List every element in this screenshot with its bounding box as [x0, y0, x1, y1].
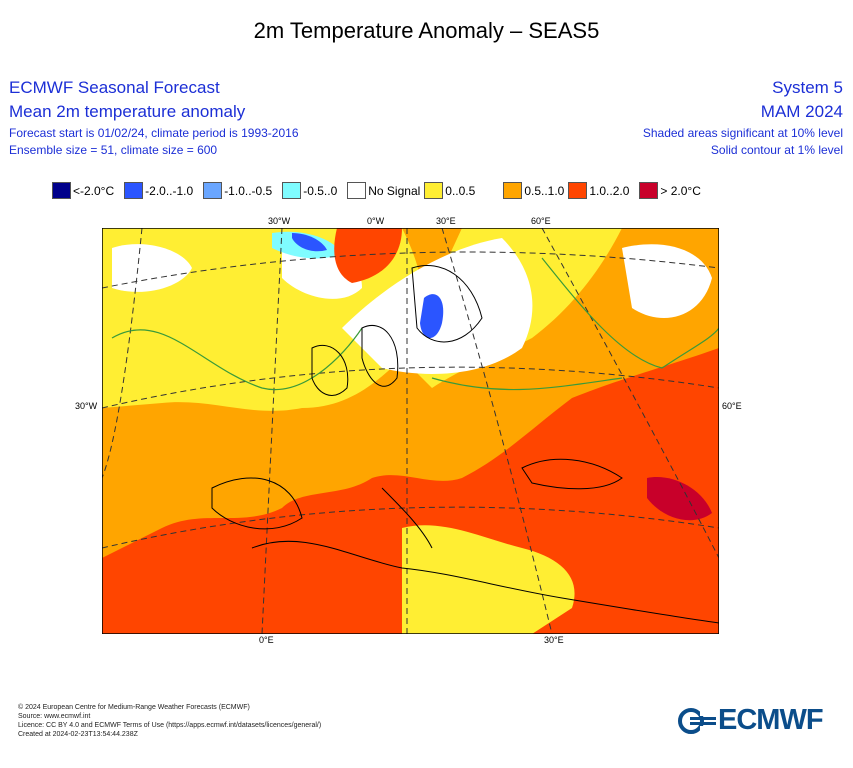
region-blue-sweden: [420, 294, 444, 338]
forecast-info: Forecast start is 01/02/24, climate peri…: [9, 126, 299, 140]
legend-label: <-2.0°C: [73, 183, 115, 198]
legend-swatch: [503, 182, 523, 199]
page-title: 2m Temperature Anomaly – SEAS5: [253, 18, 600, 43]
legend-swatch: [639, 182, 659, 199]
coastlines: [211, 264, 719, 624]
legend-item: No Signal: [347, 182, 420, 199]
region-darkred: [647, 477, 712, 521]
legend-label: > 2.0°C: [660, 183, 701, 198]
header-left-title: ECMWF Seasonal Forecast: [9, 78, 220, 97]
header-left-subtitle: Mean 2m temperature anomaly: [9, 102, 246, 121]
region-blue: [292, 233, 327, 252]
lon-label: 0°W: [367, 216, 385, 226]
lon-label: 30°E: [436, 216, 456, 226]
legend-label: 0.5..1.0: [524, 183, 565, 198]
copyright: © 2024 European Centre for Medium-Range …: [18, 704, 250, 711]
header-right-title: System 5: [772, 78, 843, 97]
lon-label-bottom: 0°E: [259, 635, 274, 645]
contour-info: Solid contour at 1% level: [710, 143, 843, 157]
source: Source: www.ecmwf.int: [18, 713, 91, 720]
lon-label-left: 30°W: [75, 401, 98, 411]
region-yellow-med: [402, 525, 575, 634]
legend-swatch: [124, 182, 144, 199]
lon-label: 30°W: [268, 216, 291, 226]
region-red-north: [334, 228, 402, 283]
legend-label: -1.0..-0.5: [224, 183, 273, 198]
lon-label-bottom: 30°E: [544, 635, 564, 645]
logo-text: ECMWF: [718, 704, 824, 736]
legend-label: -0.5..0: [303, 183, 338, 198]
created-at: Created at 2024-02-23T13:54:44.238Z: [18, 731, 138, 738]
legend-label: No Signal: [368, 183, 421, 198]
legend-swatch: [424, 182, 444, 199]
significance-info: Shaded areas significant at 10% level: [642, 126, 843, 140]
legend: <-2.0°C -2.0..-1.0 -1.0..-0.5 -0.5..0 No Sig…: [52, 182, 711, 199]
legend-item: 1.0..2.0: [568, 182, 629, 199]
lon-label-right: 60°E: [722, 401, 742, 411]
legend-item: 0..0.5: [424, 182, 475, 199]
region-nosignal-east: [622, 244, 712, 318]
legend-item: > 2.0°C: [639, 182, 701, 199]
graticule: [102, 228, 719, 634]
legend-swatch: [282, 182, 302, 199]
legend-swatch: [568, 182, 588, 199]
ensemble-info: Ensemble size = 51, climate size = 600: [9, 143, 218, 157]
legend-swatch: [203, 182, 223, 199]
legend-swatch: [52, 182, 71, 199]
lon-label: 60°E: [531, 216, 551, 226]
ecmwf-logo-icon: [678, 707, 718, 734]
significance-contours: [111, 257, 719, 391]
region-nosignal-west: [112, 244, 192, 292]
footer: © 2024 European Centre for Medium-Range …: [18, 703, 321, 739]
legend-item: -1.0..-0.5: [203, 182, 272, 199]
legend-label: -2.0..-1.0: [145, 183, 194, 198]
legend-label: 1.0..2.0: [589, 183, 630, 198]
legend-item: <-2.0°C: [52, 182, 114, 199]
anomaly-map: [102, 228, 719, 634]
licence: Licence: CC BY 4.0 and ECMWF Terms of Us…: [18, 722, 322, 729]
legend-item: -2.0..-1.0: [124, 182, 193, 199]
header-right-subtitle: MAM 2024: [760, 102, 843, 121]
ecmwf-logo: ECMWF: [678, 704, 824, 737]
legend-swatch: [347, 182, 367, 199]
legend-item: -0.5..0: [282, 182, 337, 199]
legend-label: 0..0.5: [445, 183, 476, 198]
legend-item: 0.5..1.0: [503, 182, 564, 199]
